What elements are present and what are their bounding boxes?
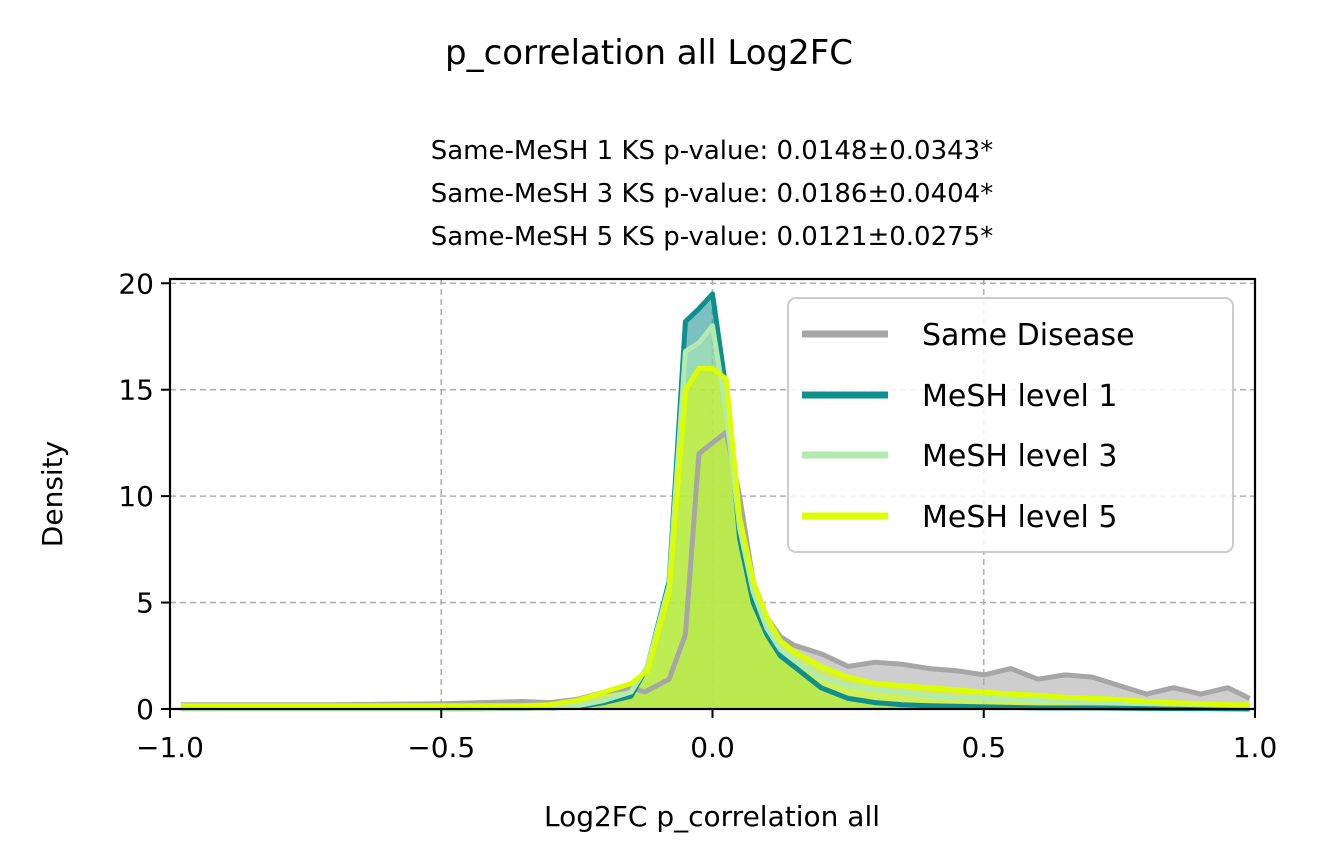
legend: Same Disease MeSH level 1 MeSH level 3 M… [787, 297, 1234, 553]
legend-label-mesh-level-1: MeSH level 1 [922, 379, 1117, 414]
axis-ticks: −1.0 −0.5 0.0 0.5 1.0 0 5 10 15 20 [118, 267, 1277, 764]
x-tick-label: −0.5 [407, 731, 475, 764]
legend-label-same-disease: Same Disease [922, 318, 1135, 353]
density-lines [180, 291, 1251, 712]
x-tick-label: 0.0 [690, 731, 735, 764]
y-tick-label: 15 [118, 374, 154, 407]
y-tick-label: 5 [136, 587, 154, 620]
density-line-mesh-level-1 [180, 291, 1250, 712]
subtitle-line-1: Same-MeSH 1 KS p-value: 0.0148±0.0343* [431, 136, 993, 166]
subtitle-line-3: Same-MeSH 5 KS p-value: 0.0121±0.0275* [431, 222, 993, 252]
density-fill-mesh-level-5 [180, 368, 1250, 709]
legend-box [787, 297, 1234, 553]
y-tick-label: 0 [136, 693, 154, 726]
legend-label-mesh-level-3: MeSH level 3 [922, 439, 1117, 474]
y-tick-label: 20 [118, 267, 154, 300]
figure-suptitle: p_correlation all Log2FC [445, 33, 853, 73]
x-tick-label: −1.0 [136, 731, 204, 764]
density-line-mesh-level-5 [180, 365, 1250, 709]
density-fills [180, 293, 1250, 709]
x-tick-label: 1.0 [1233, 731, 1278, 764]
x-axis-label: Log2FC p_correlation all [544, 800, 880, 833]
y-tick-label: 10 [118, 480, 154, 513]
y-axis-label: Density [36, 441, 69, 547]
x-tick-label: 0.5 [961, 731, 1006, 764]
legend-label-mesh-level-5: MeSH level 5 [922, 500, 1117, 535]
subtitle-line-2: Same-MeSH 3 KS p-value: 0.0186±0.0404* [431, 179, 993, 209]
density-line-mesh-level-3 [180, 323, 1250, 712]
